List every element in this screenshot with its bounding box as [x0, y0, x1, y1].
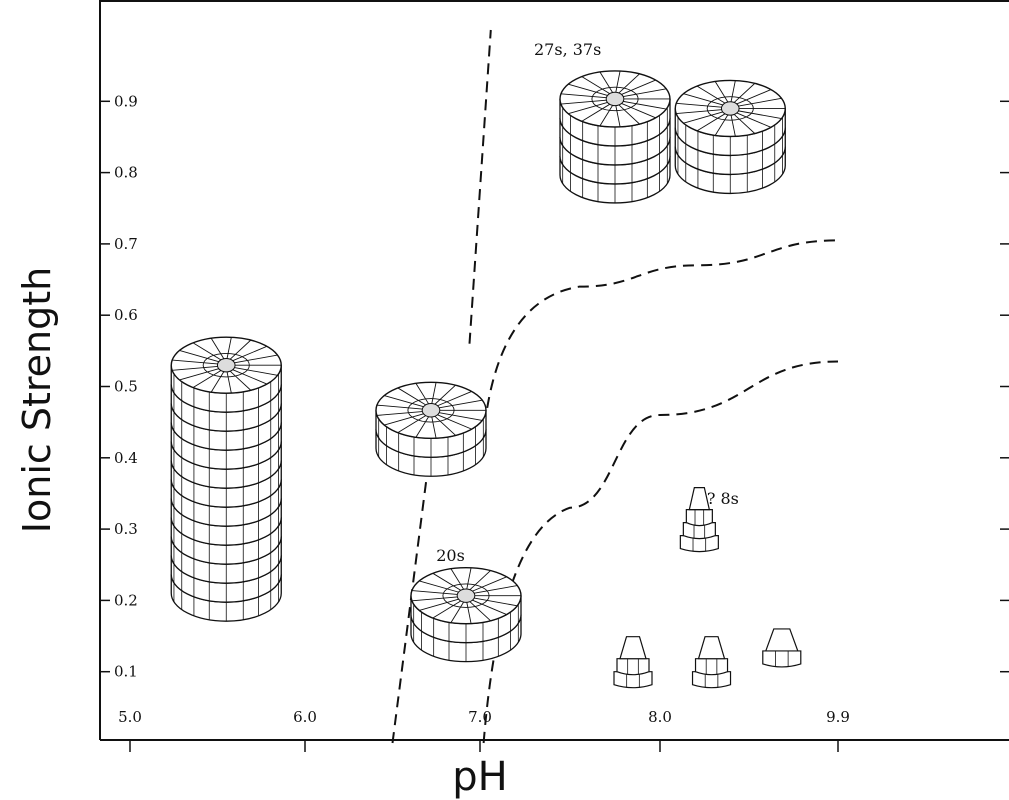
y-tick-label: 0.4	[114, 449, 138, 467]
phase-boundary-line	[486, 239, 839, 409]
aggregate-structures	[170, 70, 802, 689]
x-axis-title: pH	[452, 754, 507, 800]
x-tick-label: 9.9	[826, 708, 850, 726]
y-tick-label: 0.2	[114, 591, 138, 609]
disk-stack	[170, 336, 282, 622]
y-tick-label: 0.5	[114, 378, 138, 396]
axis-ticks: 5.0 6.0 7.0 8.0 9.9 0.1 0.2 0.3 0.4 0.5 0.6 0.7 0.8 0…	[100, 92, 1009, 752]
disk-stack	[410, 566, 522, 663]
disk-stack	[559, 70, 671, 204]
annotation-label: ? 8s	[707, 489, 739, 508]
y-tick-label: 0.9	[114, 92, 138, 110]
wedge-stack	[613, 636, 653, 689]
disk-stack	[375, 381, 487, 477]
wedge-stack	[691, 636, 732, 689]
y-tick-label: 0.6	[114, 306, 138, 324]
wedge-stack	[679, 487, 719, 553]
y-axis-title: Ionic Strength	[15, 267, 59, 533]
annotations: 27s, 37s 20s ? 8s	[436, 40, 739, 565]
annotation-label: 27s, 37s	[534, 40, 601, 59]
y-tick-label: 0.3	[114, 520, 138, 538]
y-tick-label: 0.7	[114, 235, 138, 253]
x-tick-label: 8.0	[648, 708, 672, 726]
disk-stack	[674, 79, 786, 195]
y-tick-label: 0.1	[114, 663, 138, 681]
phase-boundary-line	[482, 360, 839, 744]
wedge-stack	[762, 628, 802, 668]
x-tick-label: 6.0	[293, 708, 317, 726]
x-tick-label: 7.0	[468, 708, 492, 726]
phase-boundary-line	[468, 29, 492, 344]
y-tick-label: 0.8	[114, 164, 138, 182]
annotation-label: 20s	[436, 546, 465, 565]
x-tick-label: 5.0	[118, 708, 142, 726]
